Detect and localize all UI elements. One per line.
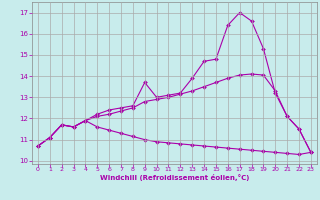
- X-axis label: Windchill (Refroidissement éolien,°C): Windchill (Refroidissement éolien,°C): [100, 174, 249, 181]
